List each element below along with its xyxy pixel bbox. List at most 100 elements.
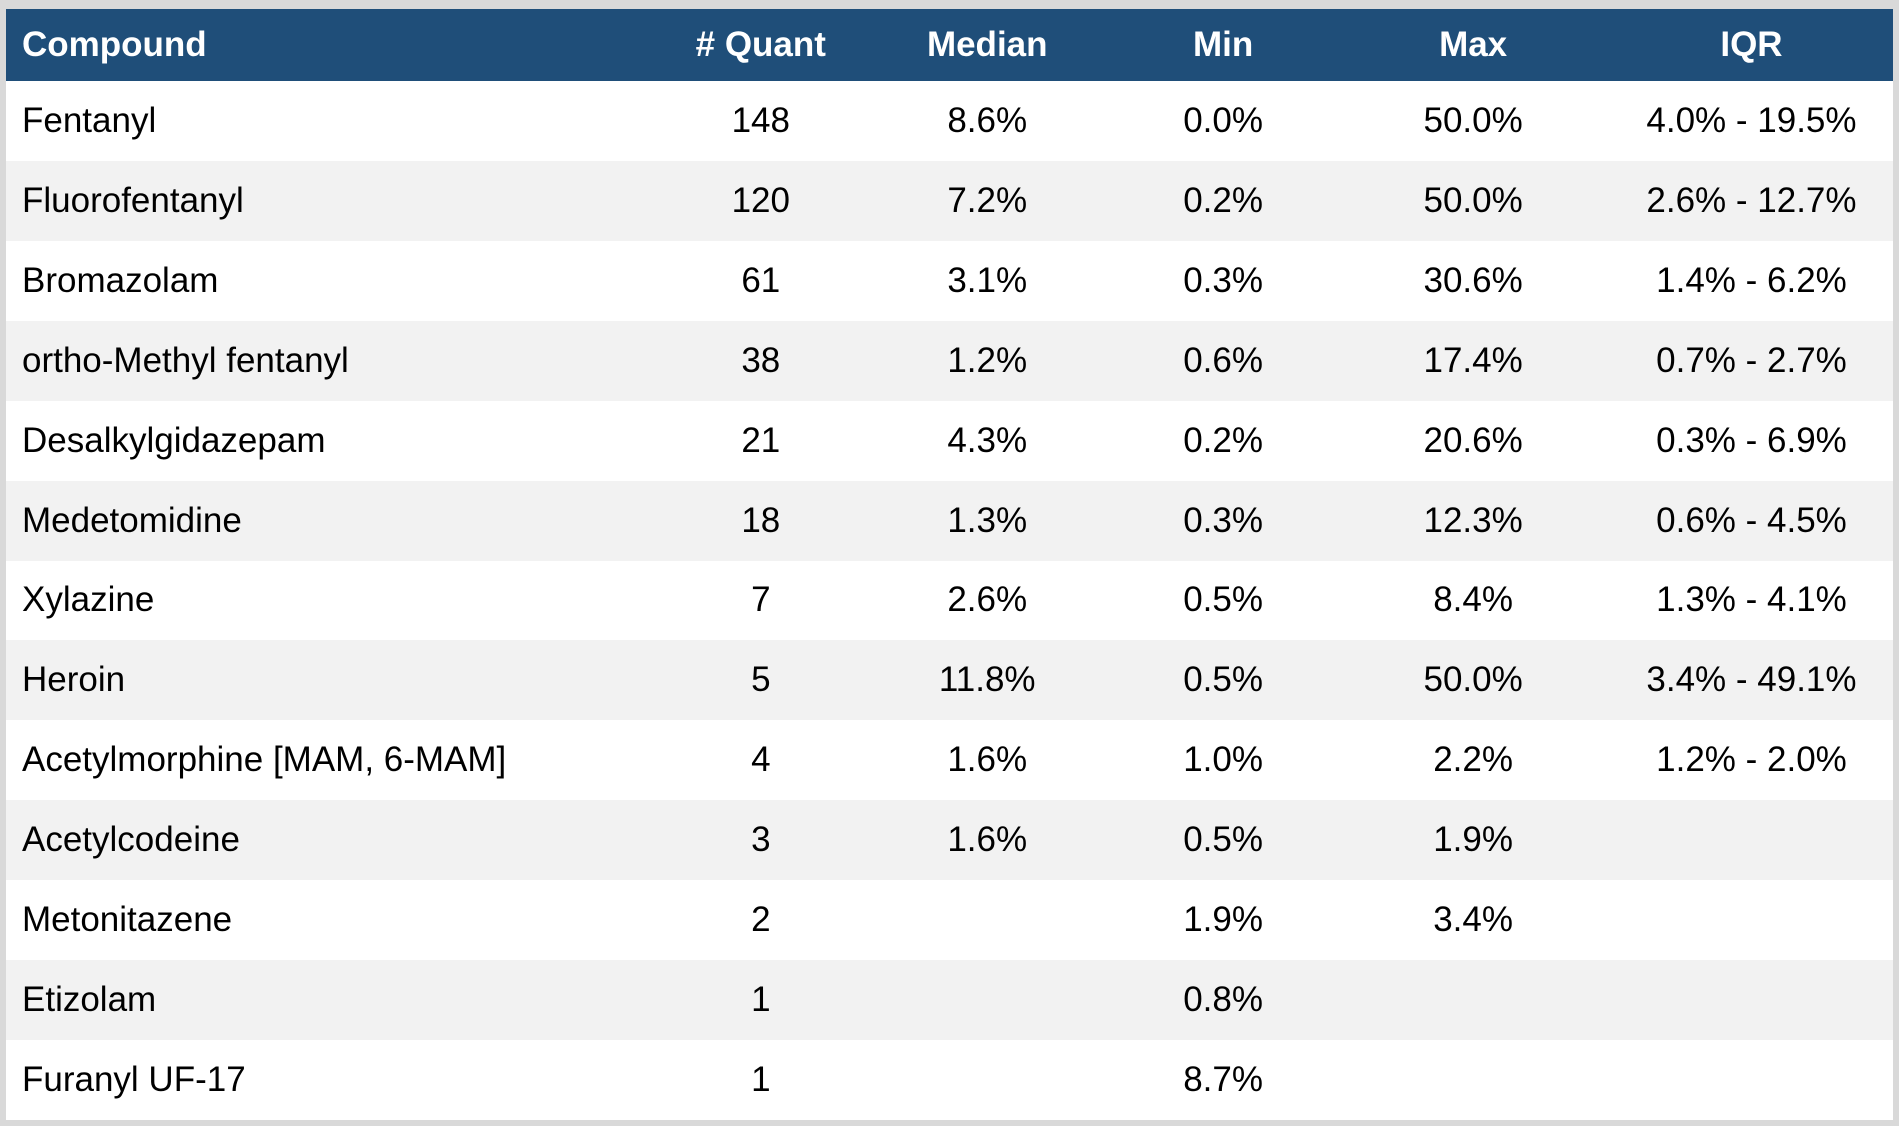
- cell-quant: 5: [751, 660, 771, 700]
- cell-min: 1.9%: [1183, 900, 1263, 940]
- cell-min: 8.7%: [1183, 1060, 1263, 1100]
- cell-min: 0.6%: [1183, 340, 1263, 380]
- col-header-compound: Compound: [6, 9, 658, 81]
- cell-min: 0.8%: [1183, 980, 1263, 1020]
- cell-iqr: 3.4% - 49.1%: [1646, 660, 1857, 700]
- cell-compound: Desalkylgidazepam: [22, 420, 326, 460]
- cell-compound: Fentanyl: [22, 100, 157, 140]
- table-row: Medetomidine 18 1.3% 0.3% 12.3% 0.6% - 4.5%: [6, 480, 1893, 561]
- cell-compound: Medetomidine: [22, 500, 242, 540]
- cell-max: 50.0%: [1423, 100, 1523, 140]
- cell-quant: 7: [751, 580, 771, 620]
- cell-max: [1336, 960, 1610, 1040]
- cell-compound: Heroin: [22, 660, 126, 700]
- col-header-quant: # Quant: [657, 9, 865, 81]
- table-row: Bromazolam 61 3.1% 0.3% 30.6% 1.4% - 6.2%: [6, 241, 1893, 321]
- cell-quant: 38: [741, 340, 781, 380]
- cell-median: [865, 1040, 1110, 1120]
- table-row: Xylazine 7 2.6% 0.5% 8.4% 1.3% - 4.1%: [6, 561, 1893, 641]
- cell-quant: 120: [731, 180, 790, 220]
- cell-median: 11.8%: [938, 660, 1036, 700]
- header-row: Compound # Quant Median Min Max IQR: [6, 9, 1893, 81]
- cell-median: 1.2%: [947, 340, 1028, 380]
- cell-min: 1.0%: [1183, 740, 1263, 780]
- cell-compound: Acetylcodeine: [22, 820, 240, 860]
- cell-max: 8.4%: [1433, 580, 1513, 620]
- cell-median: 7.2%: [947, 180, 1028, 220]
- cell-iqr: [1610, 960, 1893, 1040]
- cell-iqr: 0.7% - 2.7%: [1656, 340, 1847, 380]
- table-row: Metonitazene 2 1.9% 3.4%: [6, 880, 1893, 960]
- cell-max: 20.6%: [1423, 420, 1523, 460]
- col-header-max: Max: [1336, 9, 1610, 81]
- cell-quant: 1: [751, 1060, 771, 1100]
- cell-compound: Acetylmorphine [MAM, 6-MAM]: [22, 740, 507, 780]
- cell-compound: ortho-Methyl fentanyl: [22, 340, 349, 380]
- table-row: Desalkylgidazepam 21 4.3% 0.2% 20.6% 0.3% - 6…: [6, 401, 1893, 481]
- table-row: Fentanyl 148 8.6% 0.0% 50.0% 4.0% - 19.5%: [6, 81, 1893, 161]
- cell-quant: 21: [741, 420, 781, 460]
- cell-median: 8.6%: [947, 100, 1028, 140]
- cell-median: 1.6%: [947, 820, 1028, 860]
- cell-max: 30.6%: [1423, 260, 1523, 300]
- table-row: Furanyl UF-17 1 8.7%: [6, 1040, 1893, 1120]
- cell-median: 4.3%: [947, 420, 1028, 460]
- cell-iqr: [1610, 800, 1893, 880]
- table-row: Etizolam 1 0.8%: [6, 960, 1893, 1041]
- cell-compound: Metonitazene: [22, 900, 233, 940]
- cell-median: [865, 960, 1110, 1040]
- cell-median: 2.6%: [947, 580, 1028, 620]
- cell-min: 0.3%: [1183, 260, 1263, 300]
- col-header-iqr: IQR: [1609, 9, 1893, 81]
- cell-min: 0.2%: [1183, 180, 1263, 220]
- cell-compound: Xylazine: [22, 580, 155, 620]
- cell-max: [1336, 1040, 1610, 1120]
- cell-max: 50.0%: [1423, 660, 1523, 700]
- cell-compound: Fluorofentanyl: [22, 180, 244, 220]
- cell-compound: Etizolam: [22, 980, 157, 1020]
- cell-median: 3.1%: [947, 260, 1028, 300]
- cell-min: 0.5%: [1183, 660, 1263, 700]
- cell-min: 0.0%: [1183, 100, 1263, 140]
- cell-iqr: 0.6% - 4.5%: [1656, 500, 1847, 540]
- cell-iqr: [1610, 880, 1893, 960]
- cell-iqr: [1610, 1040, 1893, 1120]
- cell-compound: Furanyl UF-17: [22, 1060, 246, 1100]
- col-header-median: Median: [864, 9, 1110, 81]
- cell-quant: 2: [751, 900, 771, 940]
- cell-min: 0.5%: [1183, 580, 1263, 620]
- cell-iqr: 2.6% - 12.7%: [1646, 180, 1857, 220]
- cell-max: 2.2%: [1433, 740, 1513, 780]
- cell-median: 1.3%: [947, 500, 1028, 540]
- cell-max: 50.0%: [1423, 180, 1523, 220]
- cell-min: 0.2%: [1183, 420, 1263, 460]
- cell-iqr: 1.3% - 4.1%: [1656, 580, 1847, 620]
- table-row: Fluorofentanyl 120 7.2% 0.2% 50.0% 2.6% - 12.…: [6, 160, 1893, 241]
- cell-quant: 1: [751, 980, 771, 1020]
- cell-max: 12.3%: [1423, 500, 1523, 540]
- cell-quant: 148: [731, 100, 790, 140]
- cell-max: 3.4%: [1433, 900, 1513, 940]
- cell-quant: 61: [741, 260, 781, 300]
- table-row: Heroin 5 11.8% 0.5% 50.0% 3.4% - 49.1%: [6, 640, 1893, 721]
- cell-max: 17.4%: [1423, 340, 1523, 380]
- table-row: ortho-Methyl fentanyl 38 1.2% 0.6% 17.4% 0.7%…: [6, 320, 1893, 401]
- cell-iqr: 1.2% - 2.0%: [1656, 740, 1847, 780]
- cell-iqr: 1.4% - 6.2%: [1656, 260, 1847, 300]
- cell-min: 0.5%: [1183, 820, 1263, 860]
- cell-iqr: 0.3% - 6.9%: [1656, 420, 1847, 460]
- cell-compound: Bromazolam: [22, 260, 219, 300]
- cell-quant: 3: [751, 820, 771, 860]
- cell-quant: 18: [741, 500, 781, 540]
- cell-median: [865, 880, 1110, 960]
- cell-iqr: 4.0% - 19.5%: [1646, 100, 1857, 140]
- col-header-min: Min: [1109, 9, 1337, 81]
- compound-stats-table: Compound # Quant Median Min Max IQR Fent…: [6, 9, 1893, 1120]
- cell-max: 1.9%: [1433, 820, 1513, 860]
- cell-median: 1.6%: [947, 740, 1028, 780]
- table-body: Fentanyl 148 8.6% 0.0% 50.0% 4.0% - 19.5% Fluo…: [6, 81, 1893, 1120]
- cell-min: 0.3%: [1183, 500, 1263, 540]
- table-row: Acetylcodeine 3 1.6% 0.5% 1.9%: [6, 800, 1893, 881]
- cell-quant: 4: [751, 740, 771, 780]
